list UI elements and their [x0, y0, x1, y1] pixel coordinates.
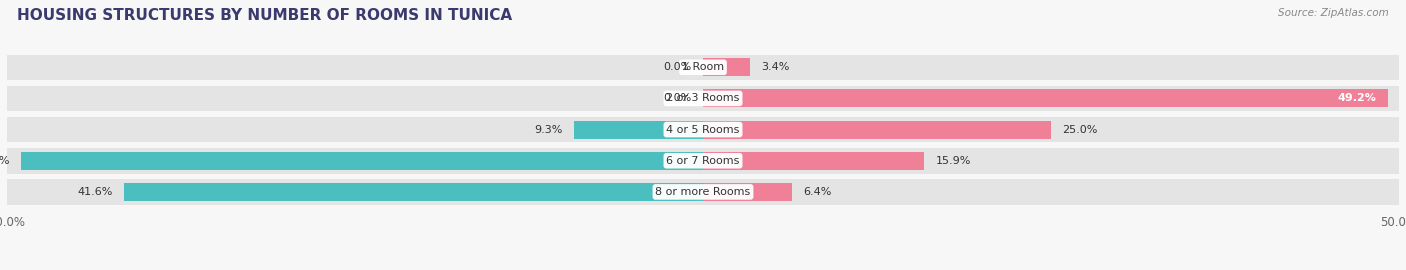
Text: Source: ZipAtlas.com: Source: ZipAtlas.com — [1278, 8, 1389, 18]
Text: 4 or 5 Rooms: 4 or 5 Rooms — [666, 124, 740, 135]
Text: 15.9%: 15.9% — [935, 156, 970, 166]
Text: 49.2%: 49.2% — [1339, 93, 1376, 103]
Text: 8 or more Rooms: 8 or more Rooms — [655, 187, 751, 197]
Text: 9.3%: 9.3% — [534, 124, 562, 135]
Bar — [574, 121, 703, 139]
Text: 6.4%: 6.4% — [803, 187, 831, 197]
Bar — [7, 86, 1399, 111]
Text: 0.0%: 0.0% — [664, 93, 692, 103]
Text: 3.4%: 3.4% — [762, 62, 790, 72]
Text: 1 Room: 1 Room — [682, 62, 724, 72]
Text: 41.6%: 41.6% — [77, 187, 112, 197]
Text: 25.0%: 25.0% — [1062, 124, 1098, 135]
Bar — [703, 183, 792, 201]
Bar — [124, 183, 703, 201]
Bar — [7, 179, 1399, 205]
Bar — [7, 148, 1399, 174]
Bar — [703, 121, 1052, 139]
Bar — [7, 55, 1399, 80]
Bar — [703, 89, 1388, 107]
Bar — [7, 117, 1399, 142]
Text: 0.0%: 0.0% — [664, 62, 692, 72]
Text: HOUSING STRUCTURES BY NUMBER OF ROOMS IN TUNICA: HOUSING STRUCTURES BY NUMBER OF ROOMS IN… — [17, 8, 512, 23]
Bar — [21, 152, 703, 170]
Text: 49.0%: 49.0% — [0, 156, 10, 166]
Bar — [703, 58, 751, 76]
Text: 6 or 7 Rooms: 6 or 7 Rooms — [666, 156, 740, 166]
Text: 2 or 3 Rooms: 2 or 3 Rooms — [666, 93, 740, 103]
Bar — [703, 152, 924, 170]
